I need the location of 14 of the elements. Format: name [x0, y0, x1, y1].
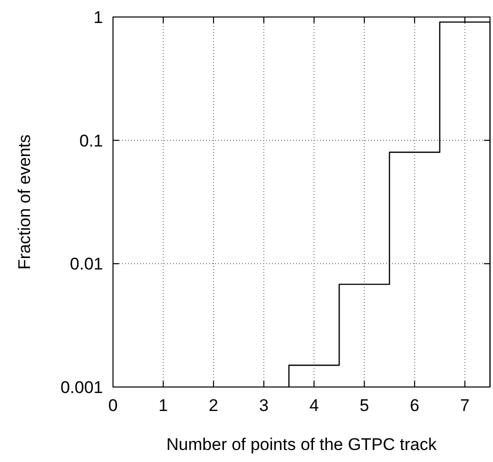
x-tick-label: 4: [309, 396, 319, 415]
y-axis-title: Fraction of events: [15, 134, 34, 270]
x-tick-label: 3: [259, 396, 269, 415]
x-tick-label: 5: [360, 396, 370, 415]
y-tick-label: 0.001: [60, 378, 103, 397]
x-tick-label: 0: [108, 396, 118, 415]
x-tick-label: 2: [208, 396, 218, 415]
x-tick-label: 6: [410, 396, 420, 415]
x-axis-title: Number of points of the GTPC track: [166, 435, 438, 454]
y-tick-label: 0.01: [70, 254, 103, 274]
x-tick-label: 7: [460, 396, 470, 415]
y-tick-label: 0.1: [79, 131, 103, 150]
y-tick-label: 1: [94, 8, 103, 27]
x-tick-label: 1: [158, 396, 168, 415]
